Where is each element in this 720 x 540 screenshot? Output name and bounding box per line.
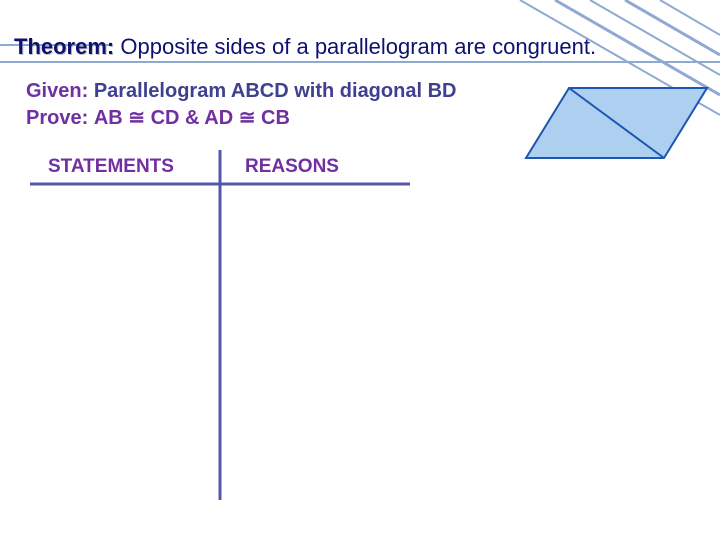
given-label: Given: [26, 80, 88, 102]
given-prove-block: Given: Parallelogram ABCD with diagonal … [26, 78, 456, 132]
prove-text: AB ≅ CD & AD ≅ CB [94, 107, 290, 129]
theorem-label: Theorem: Theorem: [14, 34, 114, 60]
given-line: Given: Parallelogram ABCD with diagonal … [26, 78, 456, 105]
tchart-lines [30, 150, 430, 510]
proof-table: STATEMENTS REASONS [30, 150, 430, 510]
prove-label: Prove: [26, 107, 88, 129]
theorem-text: Opposite sides of a parallelogram are co… [120, 34, 596, 59]
theorem-line: Theorem: Theorem: Opposite sides of a pa… [14, 34, 596, 60]
reasons-header: REASONS [245, 156, 339, 178]
statements-header: STATEMENTS [48, 156, 174, 178]
prove-line: Prove: AB ≅ CD & AD ≅ CB [26, 105, 456, 132]
given-text: Parallelogram ABCD with diagonal BD [94, 80, 457, 102]
parallelogram-figure [519, 80, 714, 168]
